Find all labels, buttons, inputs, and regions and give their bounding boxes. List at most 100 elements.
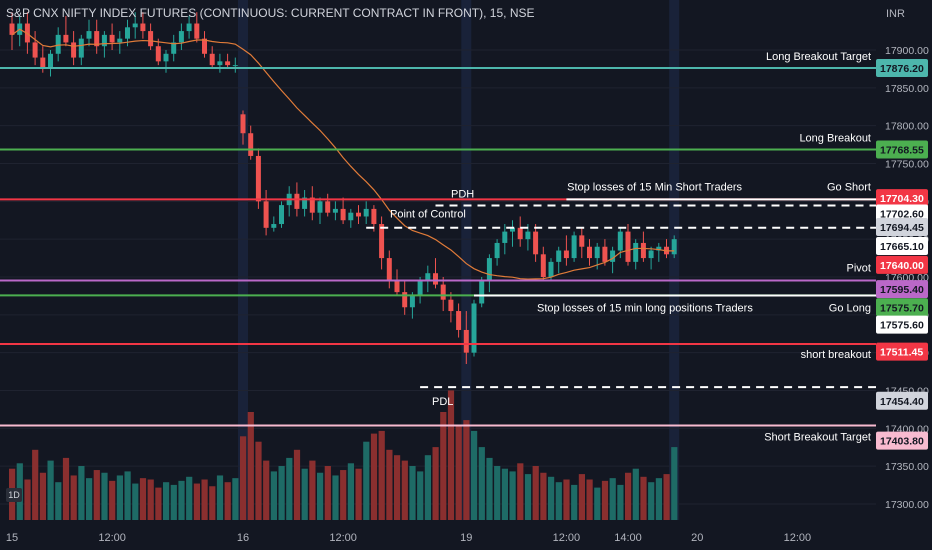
volume-bar [409, 466, 416, 520]
volume-bar [132, 483, 139, 520]
candle-body [117, 38, 123, 43]
currency-label: INR [886, 8, 905, 20]
candle-body [86, 31, 92, 39]
candle-body [471, 303, 477, 353]
candle-body [78, 38, 84, 58]
volume-bar [324, 466, 331, 520]
tag-short-breakout-bg [876, 342, 928, 361]
volume-bar [347, 463, 354, 520]
volume-bar [432, 447, 439, 520]
volume-bar [594, 487, 601, 520]
volume-bar [655, 478, 662, 520]
candle-body [617, 231, 623, 251]
tag-short-breakout-target: 17403.80 [880, 436, 924, 448]
volume-bar [224, 482, 231, 520]
volume-bar [648, 482, 655, 520]
candle-body [217, 61, 223, 66]
volume-bar [270, 471, 277, 520]
volume-bar [86, 478, 93, 520]
label-pdh: PDH [451, 189, 474, 201]
candle-body [178, 31, 184, 43]
candle-body [556, 250, 562, 262]
candle-body [486, 258, 492, 281]
candle-body [302, 197, 308, 209]
tag-short-breakout-target-bg [876, 431, 928, 450]
candle-body [63, 34, 69, 43]
candle-body [363, 208, 369, 217]
volume-bar [509, 471, 516, 520]
volume-bar [293, 449, 301, 520]
candle-body [94, 31, 100, 47]
volume-bar [278, 466, 285, 520]
candle-body [279, 205, 284, 225]
candle-body [294, 193, 300, 209]
volume-bar [193, 483, 200, 520]
candle-body [348, 212, 354, 221]
volume-bar [170, 484, 177, 520]
volume-bar [124, 471, 131, 520]
volume-bar [93, 470, 100, 520]
y-tick-label: 17350.00 [885, 461, 929, 473]
candle-body [155, 46, 161, 62]
label-stop-losses-long: Stop losses of 15 min long positions Tra… [537, 302, 753, 314]
volume-bar [601, 480, 609, 520]
candle-body [409, 295, 415, 308]
candle-body [648, 250, 654, 259]
tag-pdl-bg [876, 391, 928, 410]
volume-bar [101, 472, 108, 520]
volume-bar [47, 460, 54, 520]
tag-last-price-bg [876, 255, 928, 274]
interval-badge[interactable]: 1D [6, 488, 22, 502]
candle-body [271, 224, 277, 228]
candle-body [202, 38, 207, 54]
y-tick-label: 17300.00 [885, 499, 929, 511]
volume-bar [286, 457, 293, 520]
candle-body [525, 231, 531, 240]
candle-body [456, 311, 462, 330]
tag-go-long: 17575.70 [880, 302, 924, 314]
label-long-breakout-target: Long Breakout Target [766, 51, 871, 63]
volume-bar [147, 479, 154, 520]
volume-bar [571, 484, 578, 520]
candle-body [640, 242, 646, 259]
price-axis [876, 0, 932, 550]
volume-bar [355, 468, 362, 520]
volume-bar [378, 430, 385, 520]
volume-bar [555, 482, 562, 520]
candle-body [494, 242, 500, 259]
volume-bar [216, 475, 224, 520]
tag-short-breakout: 17511.45 [880, 347, 923, 359]
candle-body [433, 273, 438, 285]
label-long-breakout: Long Breakout [799, 132, 871, 144]
volume-bar [540, 472, 547, 520]
candle-body [109, 34, 115, 43]
tag-point-of-control: 17665.10 [880, 241, 924, 253]
volume-bar [532, 466, 539, 520]
candle-body [332, 208, 338, 213]
volume-bar [340, 470, 347, 520]
x-tick-label: 19 [460, 532, 472, 544]
volume-bar [109, 480, 116, 520]
tag-stop-losses-long: 17575.60 [880, 320, 924, 332]
candle-body [540, 254, 546, 277]
label-pivot: Pivot [847, 262, 871, 274]
volume-bar [625, 472, 632, 520]
label-go-short: Go Short [827, 181, 871, 193]
volume-bar [301, 468, 308, 520]
candle-body [579, 235, 585, 247]
tag-long-breakout-target-bg [876, 59, 928, 78]
tag-long-breakout-bg [876, 140, 928, 159]
candle-body [101, 34, 107, 47]
label-short-breakout-target: Short Breakout Target [764, 431, 871, 443]
candle-body [602, 246, 608, 262]
volume-bar [32, 449, 39, 520]
tag-17704-bg [876, 189, 928, 208]
candle-body [587, 246, 592, 259]
volume-bar [609, 478, 616, 520]
y-tick-label: 17800.00 [885, 121, 929, 133]
volume-bar [417, 471, 424, 520]
candle-body [371, 208, 377, 225]
candle-body [263, 201, 269, 228]
volume-bar [263, 460, 270, 520]
